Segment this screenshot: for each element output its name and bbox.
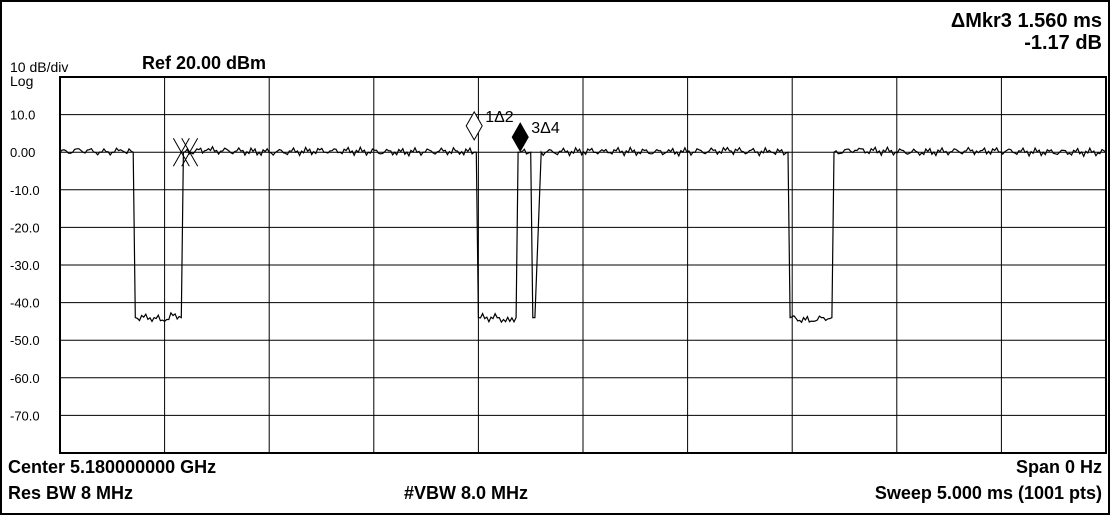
y-tick-label: 10.0 <box>10 108 35 123</box>
marker-readout: ΔMkr3 1.560 ms -1.17 dB <box>951 10 1102 54</box>
sweep-time: Sweep 5.000 ms (1001 pts) <box>874 483 1102 503</box>
y-tick-label: -70.0 <box>10 408 40 423</box>
y-tick-label: -10.0 <box>10 183 40 198</box>
y-tick-label: -20.0 <box>10 220 40 235</box>
marker-delta-time: ΔMkr3 1.560 ms <box>950 10 1102 32</box>
marker-filled-diamond <box>511 122 529 153</box>
reference-level: Ref 20.00 dBm <box>142 53 267 73</box>
y-tick-label: -30.0 <box>10 258 40 273</box>
scale-per-division: 10 dB/div <box>10 59 69 75</box>
marker-cross <box>172 137 190 167</box>
y-tick-label: -40.0 <box>10 296 40 311</box>
resolution-bandwidth: Res BW 8 MHz <box>8 483 134 503</box>
y-tick-label: 0.00 <box>10 145 35 160</box>
y-tick-label: -60.0 <box>10 371 40 386</box>
marker-label: 1Δ2 <box>485 109 514 126</box>
marker-label: 3Δ4 <box>531 120 560 137</box>
y-tick-label: -50.0 <box>10 333 40 348</box>
marker-open-diamond <box>465 110 483 141</box>
marker-cross <box>181 137 199 167</box>
span: Span 0 Hz <box>1015 457 1102 477</box>
scale-type: Log <box>10 73 34 89</box>
center-frequency: Center 5.180000000 GHz <box>8 457 217 477</box>
marker-delta-level: -1.17 dB <box>1024 32 1102 54</box>
trace-line <box>59 145 1107 324</box>
video-bandwidth: #VBW 8.0 MHz <box>404 483 529 503</box>
